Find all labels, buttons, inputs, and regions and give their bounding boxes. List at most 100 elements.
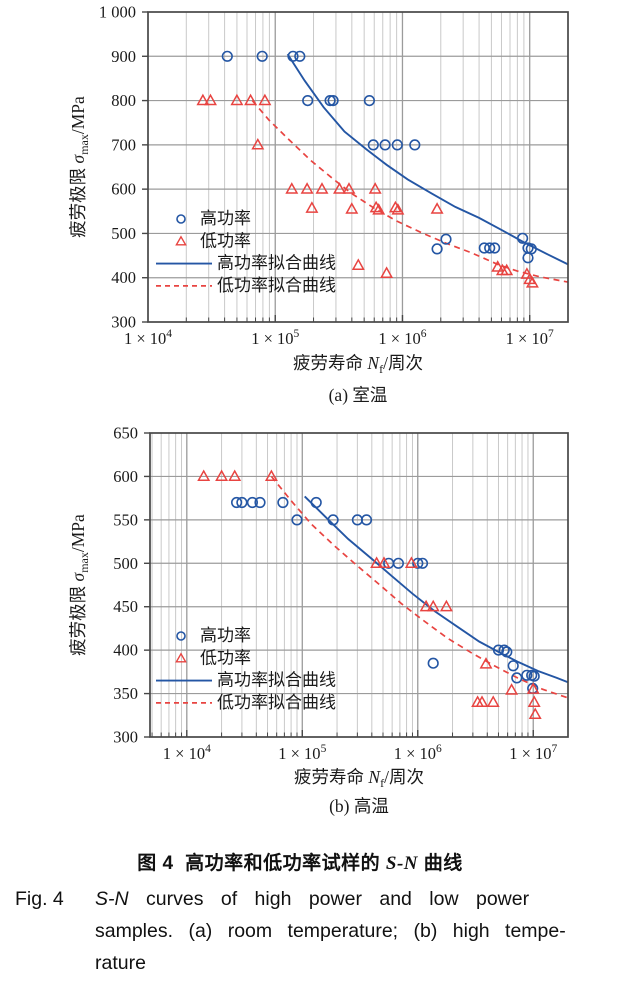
low-power-point	[491, 260, 505, 272]
legend-label: 低功率	[200, 648, 251, 667]
high-power-point	[412, 557, 424, 569]
y-axis-title: 疲劳极限 σmax/MPa	[68, 514, 91, 656]
svg-text:900: 900	[111, 47, 136, 66]
high-power-point	[287, 50, 299, 62]
high-power-point	[256, 50, 268, 62]
legend-triangle-marker	[175, 652, 187, 663]
svg-text:500: 500	[111, 224, 136, 243]
svg-text:300: 300	[111, 313, 136, 332]
axes	[147, 11, 569, 323]
high-power-point	[294, 50, 306, 62]
x-axis-title: 疲劳寿命 Nf/周次	[294, 767, 424, 790]
y-axis-ticks	[142, 11, 148, 323]
series-low-power	[197, 469, 542, 720]
legend-label: 低功率拟合曲线	[217, 693, 336, 712]
low-power-point	[345, 202, 359, 214]
high-power-point	[367, 139, 379, 151]
high-power-point	[427, 657, 439, 669]
axes	[149, 432, 569, 738]
svg-text:450: 450	[113, 597, 138, 616]
high-power-point	[484, 242, 496, 254]
low-power-point	[475, 695, 489, 707]
legend-label: 高功率	[200, 209, 251, 228]
svg-text:650: 650	[113, 424, 138, 443]
fit-curve-low-power	[251, 100, 569, 283]
high-power-point	[363, 94, 376, 107]
low-power-point	[404, 556, 418, 568]
fit-curves	[270, 475, 569, 699]
low-power-point	[486, 695, 500, 707]
legend-circle-marker	[176, 214, 186, 224]
high-power-point	[231, 496, 243, 509]
svg-text:400: 400	[111, 268, 136, 287]
low-power-point	[333, 182, 346, 194]
x-axis-ticks	[185, 315, 531, 322]
low-power-point	[439, 599, 453, 612]
legend-triangle-marker	[175, 235, 187, 246]
low-power-point	[351, 258, 365, 270]
low-power-point	[196, 93, 210, 106]
gridlines	[148, 12, 568, 322]
low-power-point	[228, 469, 242, 482]
sn-chart-high-temperature: 1 × 104 1 × 105 1 × 106 1 × 107 300 350 400 450…	[68, 424, 569, 816]
y-axis-ticks	[144, 432, 150, 738]
x-axis-title: 疲劳寿命 Nf/周次	[293, 353, 423, 376]
y-axis-title: 疲劳极限 σmax/MPa	[68, 96, 91, 238]
low-power-point	[479, 657, 493, 669]
high-power-point	[277, 496, 289, 509]
legend-label: 高功率拟合曲线	[217, 671, 336, 690]
high-power-point	[489, 242, 501, 254]
high-power-point	[221, 50, 233, 62]
high-power-point	[246, 496, 258, 509]
x-tick-labels: 1 × 104 1 × 105 1 × 106 1 × 107	[124, 328, 554, 348]
high-power-point	[327, 94, 339, 107]
svg-text:800: 800	[111, 91, 136, 110]
figure-caption-en-line3: rature	[95, 952, 146, 974]
figure-captions: 图 4 高功率和低功率试样的 S-N 曲线 Fig. 4 S-N curves …	[0, 830, 639, 984]
svg-text:1 × 104: 1 × 104	[163, 743, 211, 763]
svg-text:400: 400	[113, 641, 138, 660]
high-power-point	[392, 557, 405, 569]
low-power-point	[300, 182, 314, 194]
low-power-point	[391, 203, 405, 215]
low-power-point	[258, 93, 272, 106]
svg-text:700: 700	[111, 135, 136, 154]
panel-caption: (b) 高温	[329, 796, 389, 816]
low-power-point	[528, 707, 542, 720]
series-high-power	[221, 50, 537, 264]
high-power-point	[391, 139, 403, 151]
x-axis-ticks	[151, 730, 534, 737]
fit-curve-low-power	[270, 475, 569, 699]
low-power-point	[380, 266, 394, 278]
figure-number-en: Fig. 4	[15, 888, 64, 910]
low-power-point	[500, 263, 514, 276]
low-power-point	[204, 93, 217, 106]
low-power-point	[251, 137, 265, 150]
low-power-point	[342, 182, 356, 194]
svg-text:1 × 105: 1 × 105	[251, 328, 299, 348]
high-power-point	[327, 514, 339, 526]
figure-caption-chinese: 图 4 高功率和低功率试样的 S-N 曲线	[137, 853, 463, 874]
svg-text:550: 550	[113, 510, 138, 529]
svg-text:600: 600	[111, 180, 136, 199]
high-power-point	[492, 644, 505, 656]
gridlines	[150, 433, 568, 737]
low-power-point	[388, 200, 402, 213]
high-power-point	[302, 94, 314, 107]
high-power-point	[521, 669, 533, 681]
series-high-power	[231, 496, 540, 695]
figure-caption-en-line1: S-N curves of high power and low power	[95, 888, 530, 910]
fit-curve-high-power	[286, 53, 569, 266]
sn-term: S-N	[385, 853, 419, 874]
high-power-point	[416, 557, 429, 569]
svg-text:300: 300	[113, 728, 138, 747]
legend-label: 高功率拟合曲线	[217, 254, 336, 273]
high-power-point	[324, 94, 336, 107]
x-tick-labels: 1 × 104 1 × 105 1 × 106 1 × 107	[163, 743, 558, 763]
y-tick-labels: 300 350 400 450 500 550 600 650	[113, 424, 138, 747]
high-power-point	[516, 232, 529, 244]
panel-caption: (a) 室温	[329, 385, 388, 405]
low-power-point	[368, 182, 382, 194]
low-power-point	[315, 182, 329, 194]
